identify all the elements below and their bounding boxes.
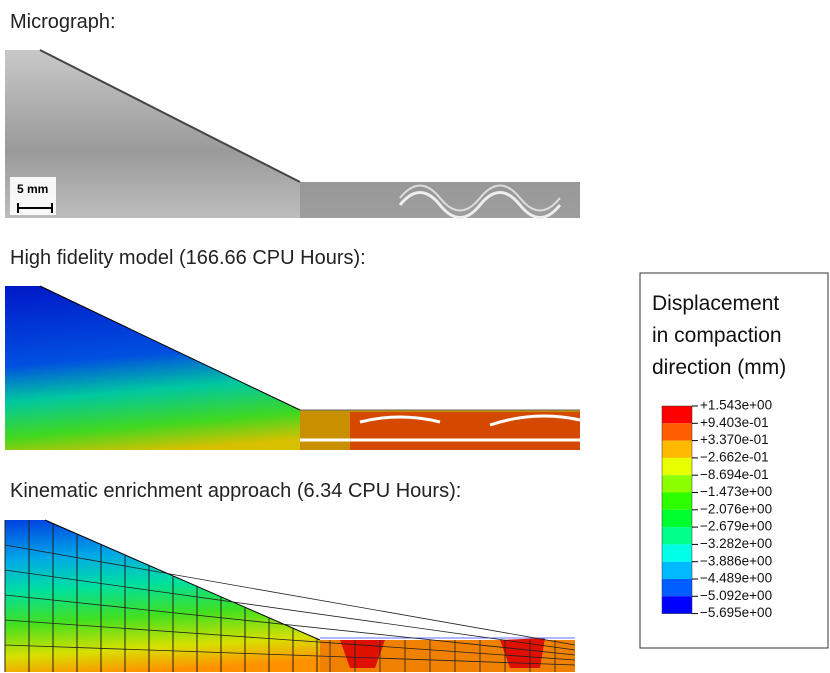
legend-label: −8.694e-01 — [700, 467, 769, 482]
legend-swatch — [662, 457, 692, 476]
legend-swatch — [662, 509, 692, 528]
legend-swatch — [662, 440, 692, 458]
mesh-line — [4, 569, 576, 651]
legend-label: −3.282e+00 — [700, 536, 772, 551]
kinematic-model-image — [4, 519, 576, 672]
legend-label: −2.662e-01 — [700, 449, 769, 464]
legend-label: +3.370e-01 — [700, 432, 769, 447]
legend-label: −2.076e+00 — [700, 501, 772, 516]
legend-content: Displacement in compaction direction (mm) +… — [652, 292, 786, 620]
legend-swatch — [662, 406, 692, 424]
legend-label: +9.403e-01 — [700, 415, 769, 430]
legend-title: Displacement — [652, 292, 779, 315]
legend-title: direction (mm) — [652, 356, 786, 379]
legend-swatch — [662, 561, 692, 579]
section-title: High fidelity model (166.66 CPU Hours): — [10, 247, 366, 269]
mesh-line — [4, 544, 576, 646]
legend-swatch — [662, 544, 692, 562]
legend-label: −4.489e+00 — [700, 571, 772, 586]
scale-bar-label: 5 mm — [17, 182, 48, 196]
legend-label: −5.092e+00 — [700, 588, 772, 603]
legend-title: in compaction — [652, 324, 782, 347]
micrograph-image — [5, 49, 580, 219]
legend-label: −3.886e+00 — [700, 553, 772, 568]
legend-label: −1.473e+00 — [700, 484, 772, 499]
legend-swatch — [662, 423, 692, 441]
legend-swatch — [662, 596, 692, 614]
high-fidelity-model-image — [5, 285, 581, 450]
legend-swatch — [662, 475, 692, 493]
section-title: Kinematic enrichment approach (6.34 CPU … — [10, 480, 461, 502]
legend-label: +1.543e+00 — [700, 398, 772, 413]
legend-label: −5.695e+00 — [700, 605, 772, 620]
legend-swatch — [662, 579, 692, 597]
section-title: Micrograph: — [10, 11, 116, 33]
legend-swatch — [662, 492, 692, 510]
legend-label: −2.679e+00 — [700, 519, 772, 534]
legend-swatch — [662, 527, 692, 545]
